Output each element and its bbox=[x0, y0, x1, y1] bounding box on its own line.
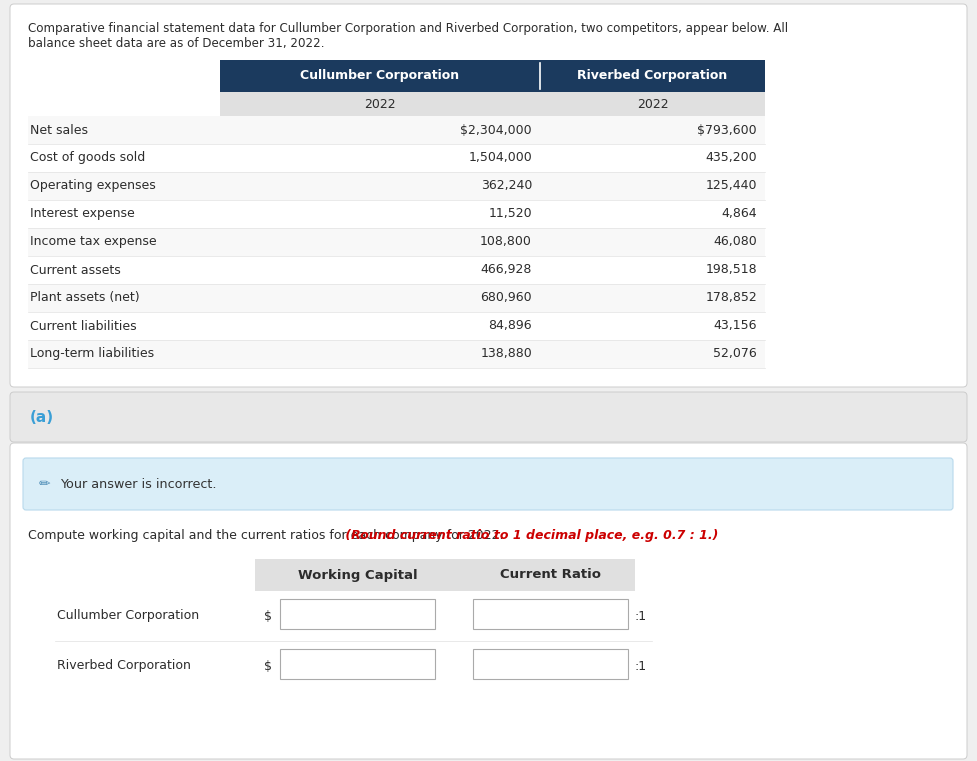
Text: 108,800: 108,800 bbox=[480, 235, 532, 249]
FancyBboxPatch shape bbox=[473, 599, 628, 629]
Text: 178,852: 178,852 bbox=[705, 291, 757, 304]
FancyBboxPatch shape bbox=[28, 256, 765, 284]
Text: Cost of goods sold: Cost of goods sold bbox=[30, 151, 146, 164]
Text: Your answer is incorrect.: Your answer is incorrect. bbox=[60, 477, 217, 491]
Text: 466,928: 466,928 bbox=[481, 263, 532, 276]
Text: Comparative financial statement data for Cullumber Corporation and Riverbed Corp: Comparative financial statement data for… bbox=[28, 22, 788, 35]
Text: (Round current ratio to 1 decimal place, e.g. 0.7 : 1.): (Round current ratio to 1 decimal place,… bbox=[341, 529, 718, 542]
Text: Working Capital: Working Capital bbox=[298, 568, 417, 581]
FancyBboxPatch shape bbox=[28, 116, 765, 144]
Text: Cullumber Corporation: Cullumber Corporation bbox=[301, 69, 459, 82]
Text: Operating expenses: Operating expenses bbox=[30, 180, 155, 193]
Text: 11,520: 11,520 bbox=[488, 208, 532, 221]
Text: Current Ratio: Current Ratio bbox=[500, 568, 601, 581]
Text: $2,304,000: $2,304,000 bbox=[460, 123, 532, 136]
FancyBboxPatch shape bbox=[473, 649, 628, 679]
Text: 435,200: 435,200 bbox=[705, 151, 757, 164]
FancyBboxPatch shape bbox=[28, 340, 765, 368]
Text: 43,156: 43,156 bbox=[713, 320, 757, 333]
Text: 84,896: 84,896 bbox=[488, 320, 532, 333]
Text: 362,240: 362,240 bbox=[481, 180, 532, 193]
FancyBboxPatch shape bbox=[10, 443, 967, 759]
FancyBboxPatch shape bbox=[220, 60, 765, 92]
FancyBboxPatch shape bbox=[28, 144, 765, 172]
Text: (a): (a) bbox=[30, 409, 54, 425]
Text: 46,080: 46,080 bbox=[713, 235, 757, 249]
Text: Riverbed Corporation: Riverbed Corporation bbox=[57, 660, 191, 673]
Text: 52,076: 52,076 bbox=[713, 348, 757, 361]
FancyBboxPatch shape bbox=[28, 312, 765, 340]
Text: Interest expense: Interest expense bbox=[30, 208, 135, 221]
FancyBboxPatch shape bbox=[280, 649, 435, 679]
FancyBboxPatch shape bbox=[28, 284, 765, 312]
Text: Long-term liabilities: Long-term liabilities bbox=[30, 348, 154, 361]
FancyBboxPatch shape bbox=[10, 392, 967, 442]
Text: Net sales: Net sales bbox=[30, 123, 88, 136]
Text: :1: :1 bbox=[634, 610, 646, 622]
Text: 680,960: 680,960 bbox=[481, 291, 532, 304]
Text: balance sheet data are as of December 31, 2022.: balance sheet data are as of December 31… bbox=[28, 37, 324, 50]
Text: ✏: ✏ bbox=[38, 477, 50, 491]
Text: Cullumber Corporation: Cullumber Corporation bbox=[57, 610, 199, 622]
FancyBboxPatch shape bbox=[23, 458, 953, 510]
Text: 1,504,000: 1,504,000 bbox=[468, 151, 532, 164]
Text: Current liabilities: Current liabilities bbox=[30, 320, 137, 333]
FancyBboxPatch shape bbox=[28, 200, 765, 228]
Text: 138,880: 138,880 bbox=[481, 348, 532, 361]
Text: Current assets: Current assets bbox=[30, 263, 121, 276]
FancyBboxPatch shape bbox=[28, 172, 765, 200]
Text: $: $ bbox=[264, 610, 272, 622]
Text: :1: :1 bbox=[634, 660, 646, 673]
Text: $793,600: $793,600 bbox=[698, 123, 757, 136]
Text: $: $ bbox=[264, 660, 272, 673]
FancyBboxPatch shape bbox=[10, 4, 967, 387]
Text: 2022: 2022 bbox=[364, 97, 396, 110]
Text: 4,864: 4,864 bbox=[721, 208, 757, 221]
Text: Plant assets (net): Plant assets (net) bbox=[30, 291, 140, 304]
Text: 125,440: 125,440 bbox=[705, 180, 757, 193]
Text: 198,518: 198,518 bbox=[705, 263, 757, 276]
FancyBboxPatch shape bbox=[255, 559, 635, 591]
Text: Income tax expense: Income tax expense bbox=[30, 235, 156, 249]
FancyBboxPatch shape bbox=[220, 92, 765, 116]
FancyBboxPatch shape bbox=[280, 599, 435, 629]
Text: Riverbed Corporation: Riverbed Corporation bbox=[577, 69, 728, 82]
FancyBboxPatch shape bbox=[28, 228, 765, 256]
Text: 2022: 2022 bbox=[637, 97, 668, 110]
Text: Compute working capital and the current ratios for each company for 2022.: Compute working capital and the current … bbox=[28, 529, 503, 542]
